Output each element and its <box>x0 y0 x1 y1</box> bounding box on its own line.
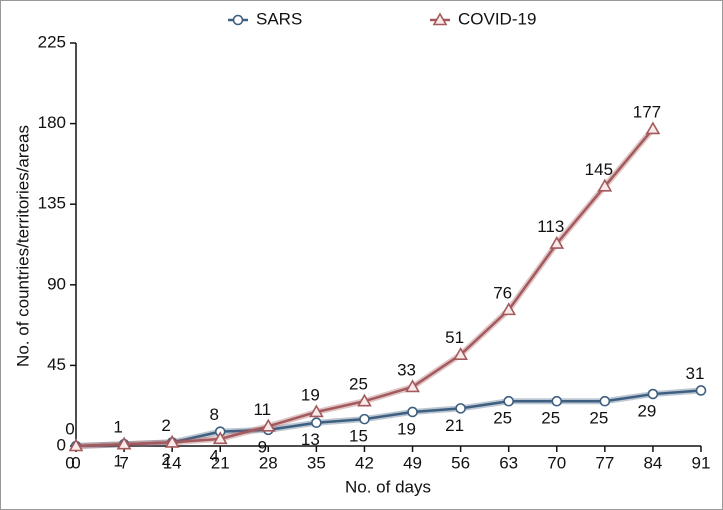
point <box>549 235 565 249</box>
data-label: 25 <box>493 409 512 428</box>
legend-marker <box>232 14 244 26</box>
point <box>359 413 370 425</box>
y-tick-label: 180 <box>38 113 66 132</box>
point <box>599 395 611 407</box>
x-tick-label: 0 <box>71 453 80 472</box>
data-label: 21 <box>445 416 464 435</box>
point <box>647 388 659 400</box>
point <box>164 434 180 448</box>
data-label: 145 <box>585 160 613 179</box>
point <box>68 438 84 452</box>
data-label: 177 <box>633 102 661 121</box>
y-tick-label: 45 <box>47 355 66 374</box>
x-tick-label: 63 <box>499 453 518 472</box>
x-axis-label: No. of days <box>345 477 431 496</box>
data-label: 8 <box>209 405 218 424</box>
data-label: 113 <box>537 217 564 236</box>
data-label: 11 <box>253 400 271 419</box>
x-tick-label: 7 <box>119 453 128 472</box>
point <box>551 395 563 407</box>
y-tick-label: 135 <box>38 194 66 213</box>
x-tick-label: 91 <box>692 453 711 472</box>
legend-marker <box>432 12 448 26</box>
data-label: 19 <box>397 419 416 438</box>
y-tick-label: 225 <box>38 32 66 51</box>
x-tick-label: 42 <box>355 453 374 472</box>
point <box>501 302 517 316</box>
data-label: 9 <box>258 437 267 456</box>
data-label: 1 <box>113 418 122 437</box>
data-label: 51 <box>445 328 464 347</box>
point <box>311 417 322 429</box>
point <box>212 431 228 445</box>
data-label: 76 <box>493 283 512 302</box>
x-tick-label: 70 <box>547 453 566 472</box>
data-label: 15 <box>349 427 368 446</box>
data-label: 4 <box>209 446 218 465</box>
data-label: 25 <box>541 409 560 428</box>
legend-label: SARS <box>256 9 302 28</box>
point <box>405 379 420 393</box>
y-tick-label: 90 <box>47 274 66 293</box>
point <box>645 121 661 135</box>
point <box>407 406 418 418</box>
data-label: 19 <box>301 385 320 404</box>
point <box>455 403 466 414</box>
point <box>116 436 132 450</box>
data-label: 0 <box>65 453 74 472</box>
data-label: 31 <box>686 364 705 383</box>
point <box>695 385 707 396</box>
x-tick-label: 28 <box>259 453 278 472</box>
x-tick-label: 56 <box>451 453 470 472</box>
point <box>260 418 276 432</box>
data-label: 0 <box>65 419 74 438</box>
point <box>309 404 324 418</box>
point <box>597 178 613 192</box>
legend-label: COVID-19 <box>458 9 536 28</box>
data-label: 13 <box>301 430 320 449</box>
data-label: 25 <box>349 375 368 394</box>
x-tick-label: 49 <box>403 453 422 472</box>
x-tick-label: 84 <box>643 453 662 472</box>
data-label: 25 <box>589 409 608 428</box>
data-label: 2 <box>161 450 170 469</box>
data-label: 33 <box>397 360 416 379</box>
point <box>503 395 514 407</box>
x-tick-label: 21 <box>211 453 230 472</box>
data-label: 1 <box>113 452 122 471</box>
x-tick-label: 35 <box>307 453 326 472</box>
data-label: 2 <box>161 416 170 435</box>
y-tick-label: 0 <box>57 435 66 454</box>
x-tick-label: 77 <box>595 453 614 472</box>
point <box>453 347 468 360</box>
y-axis-label: No. of countries/territories/areas <box>13 125 32 367</box>
data-label: 29 <box>637 402 656 421</box>
x-tick-label: 14 <box>163 453 182 472</box>
point <box>357 393 372 407</box>
